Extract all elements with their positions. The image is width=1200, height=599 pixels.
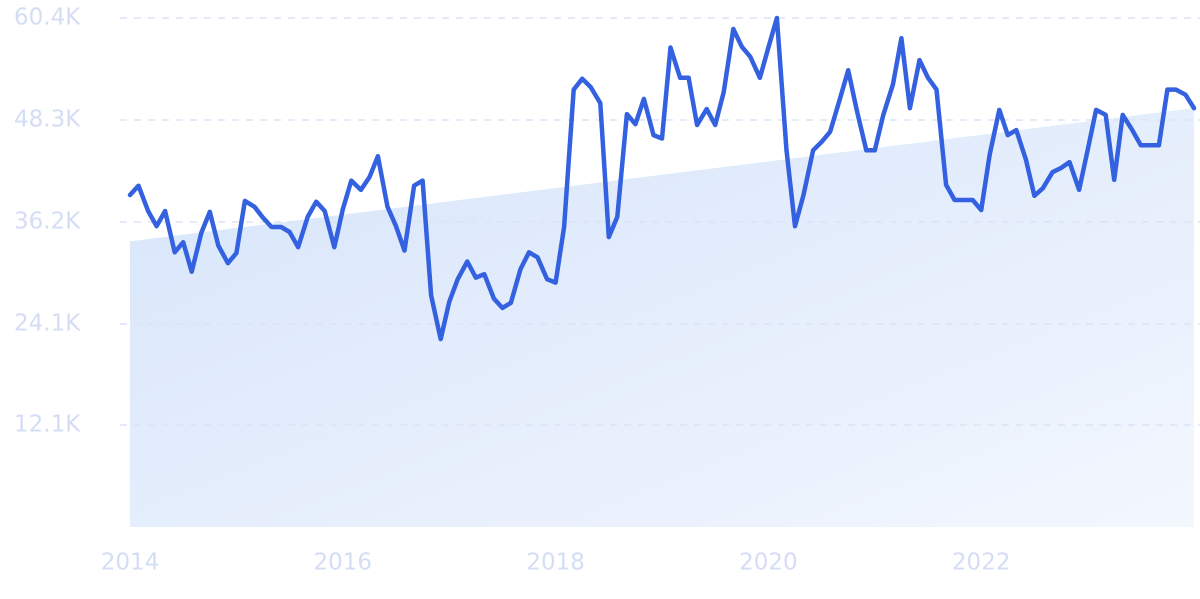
x-tick-label: 2022 bbox=[952, 550, 1011, 576]
y-tick-label: 24.1K bbox=[14, 310, 81, 336]
y-tick-label: 60.4K bbox=[14, 5, 81, 31]
trend-area bbox=[130, 108, 1194, 527]
x-tick-label: 2020 bbox=[739, 550, 798, 576]
data-line bbox=[127, 15, 1197, 342]
y-tick-label: 36.2K bbox=[14, 208, 81, 234]
y-tick-label: 12.1K bbox=[14, 412, 81, 438]
x-tick-label: 2016 bbox=[314, 550, 373, 576]
y-tick-label: 48.3K bbox=[14, 106, 81, 132]
x-tick-label: 2018 bbox=[526, 550, 585, 576]
x-tick-label: 2014 bbox=[101, 550, 160, 576]
